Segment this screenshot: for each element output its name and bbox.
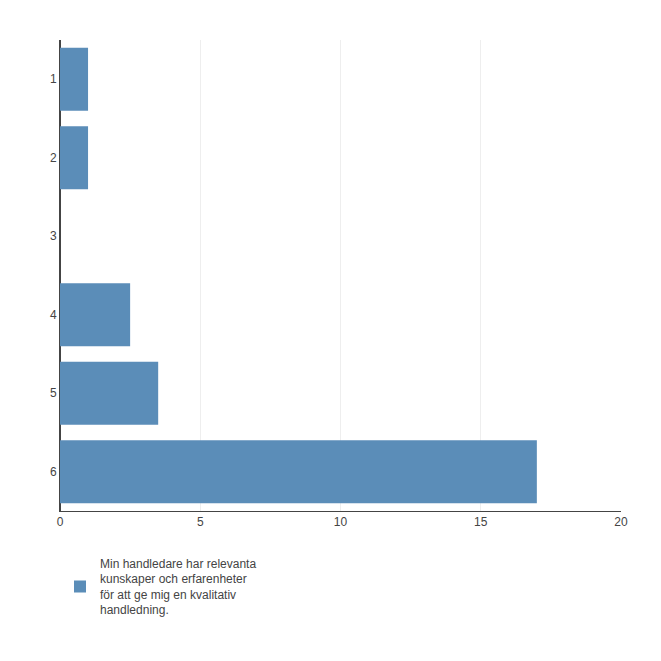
svg-text:0: 0 xyxy=(57,515,64,529)
svg-text:5: 5 xyxy=(50,386,57,400)
svg-text:Min handledare har relevantaku: Min handledare har relevantakunskaper oc… xyxy=(100,557,256,618)
svg-text:15: 15 xyxy=(474,515,488,529)
svg-text:10: 10 xyxy=(334,515,348,529)
svg-text:2: 2 xyxy=(50,151,57,165)
svg-text:4: 4 xyxy=(50,308,57,322)
svg-text:3: 3 xyxy=(50,229,57,243)
svg-text:5: 5 xyxy=(197,515,204,529)
svg-text:6: 6 xyxy=(50,465,57,479)
svg-text:20: 20 xyxy=(614,515,628,529)
svg-text:1: 1 xyxy=(50,72,57,86)
